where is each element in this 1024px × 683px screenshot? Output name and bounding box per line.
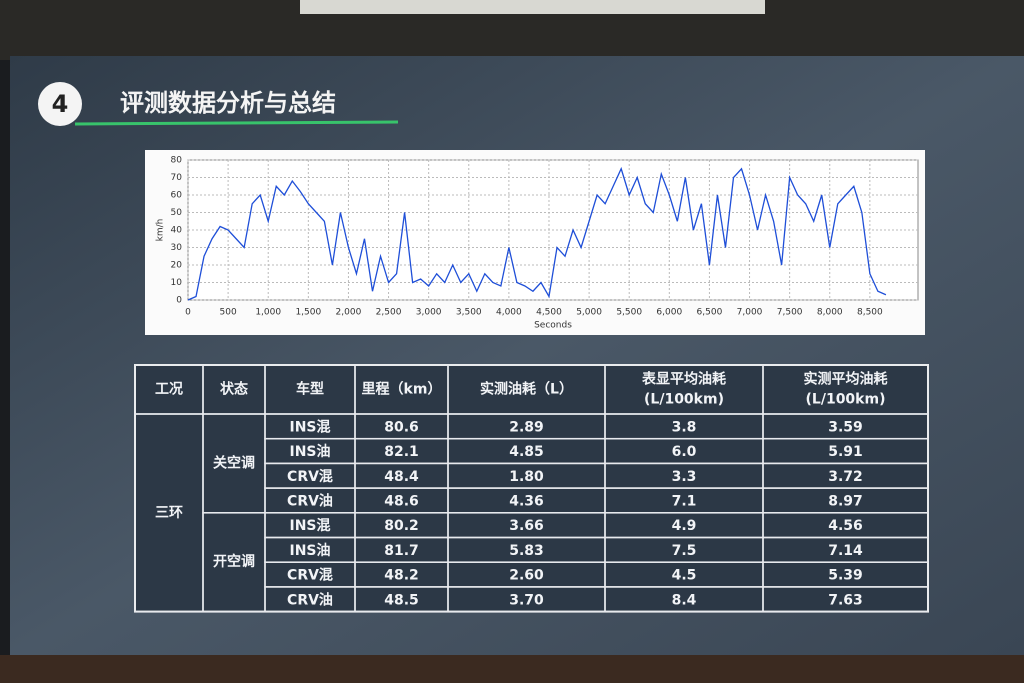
y-tick-label: 0 <box>176 296 182 306</box>
cell-text: 4.9 <box>672 518 697 534</box>
cell-text: 7.1 <box>672 493 697 509</box>
x-tick-label: 4,000 <box>496 308 522 318</box>
floor <box>0 655 1024 683</box>
cell-text: 48.4 <box>384 469 419 485</box>
table: 工况 状态 车型 里程（km） 实测油耗（L） 表显平均油耗 (L/100km) 实测平均油耗… <box>134 364 929 613</box>
y-axis-label: km/h <box>156 219 166 242</box>
cell-text: 48.5 <box>384 592 419 608</box>
header-text: 实测平均油耗 <box>804 371 888 388</box>
cell-text: CRV混 <box>287 469 333 485</box>
speed-line <box>187 166 887 301</box>
cell-text: INS油 <box>289 542 330 559</box>
cell-text: INS混 <box>289 419 330 435</box>
table-cell <box>762 586 929 613</box>
x-tick-label: 7,000 <box>737 308 763 318</box>
x-tick-label: 1,000 <box>255 308 281 318</box>
cell-text: 8.97 <box>828 493 863 509</box>
y-tick-label: 30 <box>171 243 183 253</box>
x-tick-label: 6,000 <box>656 308 682 318</box>
header-text: 里程（km） <box>362 382 442 398</box>
cell-text: 5.39 <box>828 568 863 584</box>
x-tick-label: 3,000 <box>416 308 442 318</box>
y-tick-label: 10 <box>171 278 183 288</box>
x-tick-label: 2,000 <box>336 308 362 318</box>
cell-text: CRV油 <box>287 492 333 509</box>
x-tick-label: 8,000 <box>817 308 843 318</box>
cell-text: 1.80 <box>509 469 544 485</box>
header-text: (L/100km) <box>644 392 724 408</box>
cell-text: 4.5 <box>672 568 697 584</box>
y-tick-label: 70 <box>171 173 183 183</box>
x-tick-label: 7,500 <box>777 308 803 318</box>
x-tick-label: 4,500 <box>536 308 562 318</box>
chart: 0 10 20 30 40 50 60 70 80 0 500 1,000 1,500 2,000 2,50… <box>156 156 919 331</box>
cell-text: 3.8 <box>672 419 697 435</box>
header-text: 车型 <box>296 381 324 398</box>
cell-text: CRV油 <box>287 591 333 608</box>
cell-text: 5.91 <box>828 444 863 460</box>
x-tick-label: 500 <box>220 308 237 318</box>
cell-text: INS油 <box>289 443 330 460</box>
cell-text: 4.85 <box>509 444 544 460</box>
title-underline <box>74 120 399 126</box>
projector <box>300 0 765 14</box>
cell-text: 6.0 <box>672 444 697 460</box>
cell-text: 48.2 <box>384 568 419 584</box>
cell-text: 80.2 <box>384 518 419 534</box>
x-tick-label: 5,500 <box>616 308 642 318</box>
cell-text: 3.3 <box>672 469 697 485</box>
x-tick-label: 8,500 <box>857 308 883 318</box>
cell-text: 5.83 <box>509 543 544 559</box>
x-axis-label: Seconds <box>534 321 572 331</box>
cell-text: 48.6 <box>384 493 419 509</box>
x-tick-label: 5,000 <box>576 308 602 318</box>
header-text: 表显平均油耗 <box>641 371 726 388</box>
x-tick-label: 2,500 <box>376 308 402 318</box>
y-tick-label: 80 <box>171 156 183 166</box>
cell-text: 2.60 <box>509 568 544 584</box>
subgroup-label: 关空调 <box>213 454 255 471</box>
cell-text: 4.56 <box>828 518 863 534</box>
badge <box>38 82 82 126</box>
cell-text: INS混 <box>289 518 330 534</box>
group-label: 三环 <box>155 505 183 521</box>
badge-number: 4 <box>52 90 69 118</box>
cell-text: 3.59 <box>828 419 863 435</box>
header-text: 工况 <box>155 382 183 398</box>
cell-text: 3.66 <box>509 518 544 534</box>
header-text: 状态 <box>220 381 248 398</box>
y-tick-label: 40 <box>171 226 183 236</box>
cell-text: 7.14 <box>828 543 863 559</box>
x-tick-label: 6,500 <box>697 308 723 318</box>
cell-text: 3.72 <box>828 469 863 485</box>
cell-text: 7.5 <box>672 543 697 559</box>
x-tick-label: 1,500 <box>295 308 321 318</box>
cell-text: 4.36 <box>509 493 544 509</box>
header-text: (L/100km) <box>806 392 886 408</box>
cell-text: 3.70 <box>509 592 544 608</box>
cell-text: 7.63 <box>828 592 863 608</box>
cell-text: 81.7 <box>384 543 419 559</box>
x-tick-label: 0 <box>185 308 191 318</box>
cell-text: 8.4 <box>672 592 697 608</box>
y-tick-label: 60 <box>171 191 183 201</box>
y-tick-label: 20 <box>171 261 183 271</box>
cell-text: 2.89 <box>509 419 544 435</box>
x-tick-label: 3,500 <box>456 308 482 318</box>
header-text: 实测油耗（L） <box>480 381 573 398</box>
cell-text: 80.6 <box>384 419 419 435</box>
cell-text: 82.1 <box>384 444 419 460</box>
subgroup-label: 开空调 <box>213 553 255 570</box>
y-tick-label: 50 <box>171 208 183 218</box>
slide-title: 评测数据分析与总结 <box>120 89 336 117</box>
cell-text: CRV混 <box>287 568 333 584</box>
